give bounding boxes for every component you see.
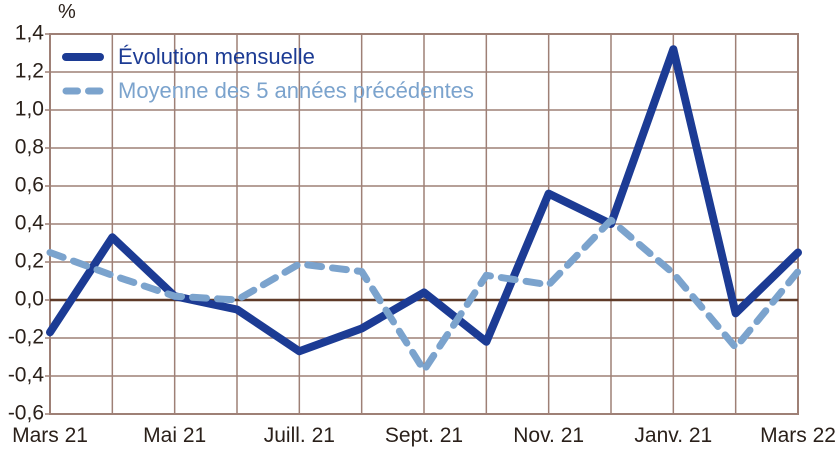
dashed-line-swatch [62, 87, 104, 95]
x-tick-label: Mai 21 [143, 424, 207, 447]
x-tick-label: Mars 21 [12, 424, 88, 447]
legend-item-moyenne-5-annees: Moyenne des 5 années précédentes [60, 74, 474, 108]
y-tick-label: -0,6 [7, 401, 44, 425]
y-tick-label: 0,0 [14, 287, 44, 311]
legend-label-moyenne-5-annees: Moyenne des 5 années précédentes [118, 78, 474, 103]
y-tick-label: 0,2 [14, 249, 44, 273]
plot-border [49, 33, 799, 415]
legend-item-evolution-mensuelle: Évolution mensuelle [60, 40, 474, 74]
y-tick-label: -0,4 [7, 363, 44, 387]
y-tick-label: 1,4 [14, 21, 44, 45]
x-tick-label: Mars 22 [760, 424, 835, 447]
series-line-moyenne-5-annees [46, 216, 802, 374]
y-tick-label: 0,8 [14, 135, 44, 159]
y-axis-unit-label: % [58, 1, 76, 23]
legend: Évolution mensuelle Moyenne des 5 années… [60, 40, 474, 108]
x-tick-label: Nov. 21 [513, 424, 585, 447]
y-tick-label: 0,6 [14, 173, 44, 197]
x-axis-labels: Mars 21 Mai 21 Juill. 21 Sept. 21 Nov. 21 Jan… [0, 424, 835, 458]
x-tick-label: Juill. 21 [263, 424, 335, 447]
y-tick-label: 1,2 [14, 59, 44, 83]
y-tick-label: 0,4 [14, 211, 44, 235]
solid-line-swatch [62, 53, 104, 61]
x-tick-label: Janv. 21 [634, 424, 713, 447]
x-tick-label: Sept. 21 [384, 424, 464, 447]
y-tick-label: -0,2 [7, 325, 44, 349]
legend-label-evolution-mensuelle: Évolution mensuelle [118, 44, 315, 69]
y-axis-labels: 1,4 1,2 1,0 0,8 0,6 0,4 0,2 0,0 -0,2 -0,4 -0,6 [0, 0, 44, 462]
y-tick-label: 1,0 [14, 97, 44, 121]
